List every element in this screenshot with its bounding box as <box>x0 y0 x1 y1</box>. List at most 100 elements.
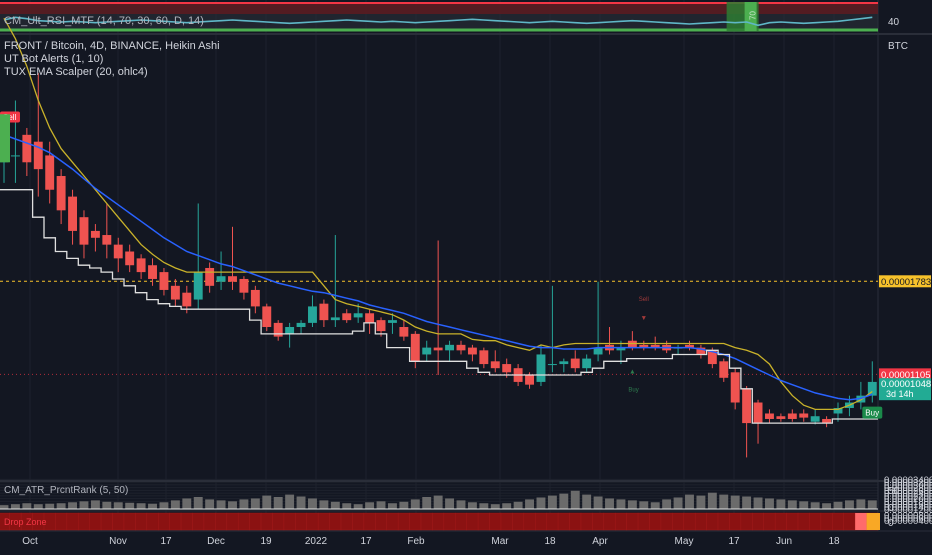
atr-bar <box>0 505 9 509</box>
drop-zone-cell <box>66 512 79 531</box>
atr-bar <box>833 501 843 509</box>
candle-body <box>422 347 432 355</box>
atr-bar <box>353 504 363 509</box>
candle-body <box>136 258 146 273</box>
time-axis-label: 17 <box>160 536 172 547</box>
drop-zone-cell <box>740 512 753 531</box>
candle-body <box>616 347 626 351</box>
candle-body <box>33 141 43 170</box>
drop-zone-cell <box>432 512 445 531</box>
candle-body <box>799 413 809 418</box>
ema-line <box>3 134 873 401</box>
price-tick: 0.00003000 <box>884 480 932 491</box>
time-axis-label: 18 <box>544 536 556 547</box>
atr-bar <box>547 495 557 509</box>
currency-label: BTC <box>888 41 908 52</box>
atr-bar <box>742 496 752 509</box>
atr-bar <box>719 494 729 509</box>
drop-zone-cell <box>420 512 433 531</box>
candle-body <box>205 267 215 286</box>
candle-body <box>867 381 877 396</box>
candle-body <box>456 344 466 351</box>
drop-zone-cell <box>317 512 330 531</box>
highlight-price-value: 0.00001783 <box>881 277 931 288</box>
tux-ema-legend[interactable]: TUX EMA Scalper (20, ohlc4) <box>4 66 148 78</box>
drop-zone-cell <box>352 512 365 531</box>
atr-bar <box>570 490 580 509</box>
drop-zone-cell <box>786 512 799 531</box>
atr-bar <box>650 502 660 509</box>
candle-body <box>639 344 649 348</box>
drop-zone-cell <box>832 512 844 531</box>
atr-bar <box>182 498 192 509</box>
atr-bar <box>525 499 534 509</box>
atr-tick-50: 50 <box>888 486 900 497</box>
candle-body <box>822 418 832 424</box>
candle-body <box>445 344 455 351</box>
atr-indicator-label[interactable]: CM_ATR_PrcntRank (5, 50) <box>4 485 129 496</box>
drop-zone-cell <box>180 512 193 531</box>
candle-body <box>182 292 192 307</box>
atr-bar <box>273 497 283 509</box>
drop-zone-cell <box>89 512 102 531</box>
drop-zone-label: Drop Zone <box>4 517 47 527</box>
candle-body <box>330 317 340 321</box>
drop-zone-cell <box>649 512 662 531</box>
drop-zone-cell <box>683 512 696 531</box>
price-tick: 0.00002400 <box>884 489 932 500</box>
candle-body <box>582 358 592 369</box>
candle-body <box>387 320 397 323</box>
drop-zone-cell <box>603 512 616 531</box>
candle-body <box>308 306 317 323</box>
drop-zone-cell <box>397 512 410 531</box>
atr-bar <box>262 495 272 509</box>
time-axis-label: 17 <box>360 536 372 547</box>
time-axis-label: Feb <box>407 536 425 547</box>
buy-signal-badge[interactable] <box>862 406 883 419</box>
price-tick: 0.00002800 <box>884 483 932 494</box>
atr-bar <box>844 500 854 509</box>
atr-bar <box>753 497 763 509</box>
drop-zone-cell <box>272 512 285 531</box>
rsi-indicator-label[interactable]: CM_Ult_RSI_MTF (14, 70, 30, 60, D, 14) <box>4 15 204 27</box>
candle-body <box>502 364 512 373</box>
price-tick: 0.00001600 <box>884 500 932 511</box>
atr-bar <box>765 498 774 509</box>
drop-zone-cell <box>843 512 856 531</box>
candle-body <box>353 313 363 318</box>
drop-zone-cell <box>329 512 342 531</box>
symbol-title[interactable]: FRONT / Bitcoin, 4D, BINANCE, Heikin Ash… <box>4 40 220 52</box>
drop-zone-cell <box>694 512 707 531</box>
time-axis-label: 2022 <box>305 536 328 547</box>
candle-body <box>593 347 603 355</box>
drop-zone-cell <box>226 512 239 531</box>
candle-body <box>342 313 352 321</box>
candle-body <box>273 322 283 337</box>
entry-highlight-box <box>0 114 10 163</box>
atr-bar <box>125 502 135 509</box>
atr-bar <box>216 500 226 509</box>
drop-zone-cell <box>363 512 376 531</box>
buy-signal-label[interactable]: Buy <box>865 409 879 418</box>
drop-zone-cell <box>660 512 673 531</box>
candle-body <box>467 347 477 355</box>
drop-zone-cell <box>535 512 547 531</box>
candle-body <box>833 407 843 414</box>
atr-bar <box>387 503 397 509</box>
drop-zone-cell <box>443 512 456 531</box>
candle-body <box>68 196 78 231</box>
drop-zone-cell <box>797 512 810 531</box>
atr-bar <box>616 499 626 509</box>
candle-body <box>319 303 329 321</box>
main-legend: FRONT / Bitcoin, 4D, BINANCE, Heikin Ash… <box>4 40 220 79</box>
drop-zone-cell <box>192 512 205 531</box>
atr-bar <box>399 501 409 509</box>
drop-zone-cell <box>774 512 787 531</box>
atr-bar <box>776 499 786 509</box>
ut-bot-legend[interactable]: UT Bot Alerts (1, 10) <box>4 53 104 65</box>
drop-zone-cell <box>717 512 730 531</box>
drop-zone-cell <box>523 512 536 531</box>
atr-bar <box>433 495 443 509</box>
drop-zone-cell <box>283 512 296 531</box>
